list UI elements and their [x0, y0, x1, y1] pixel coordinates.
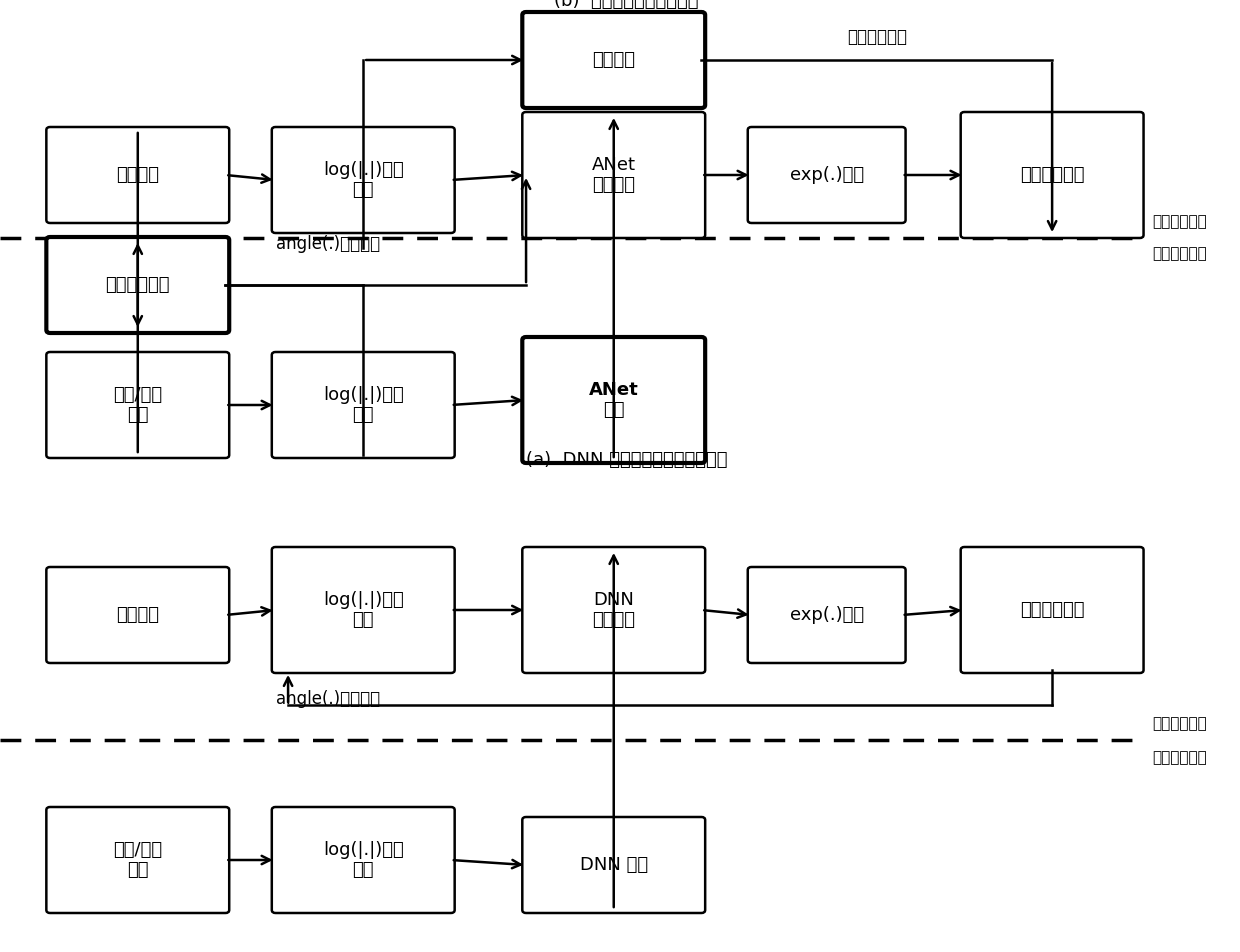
FancyBboxPatch shape: [522, 337, 706, 463]
FancyBboxPatch shape: [522, 817, 706, 913]
FancyBboxPatch shape: [272, 352, 455, 458]
FancyBboxPatch shape: [961, 112, 1143, 238]
FancyBboxPatch shape: [748, 567, 905, 663]
FancyBboxPatch shape: [522, 547, 706, 673]
Text: ANet
增强过程: ANet 增强过程: [591, 155, 636, 194]
Text: 语音波形重构: 语音波形重构: [1019, 166, 1084, 184]
Text: 语音训练阶段: 语音训练阶段: [1152, 247, 1207, 262]
FancyBboxPatch shape: [46, 237, 229, 333]
Text: log(|.|)对数
操作: log(|.|)对数 操作: [322, 161, 403, 199]
Text: DNN 训练: DNN 训练: [579, 856, 647, 874]
FancyBboxPatch shape: [748, 127, 905, 223]
Text: 修正后的相位: 修正后的相位: [847, 28, 906, 46]
Text: 混响/干净
语音: 混响/干净 语音: [113, 386, 162, 425]
Text: log(|.|)对数
操作: log(|.|)对数 操作: [322, 841, 403, 880]
Text: ANet
训练: ANet 训练: [589, 381, 639, 420]
FancyBboxPatch shape: [272, 547, 455, 673]
Text: (a)  DNN 基线方法增强语音过程图: (a) DNN 基线方法增强语音过程图: [526, 451, 727, 469]
FancyBboxPatch shape: [46, 352, 229, 458]
Text: DNN
增强过程: DNN 增强过程: [593, 590, 635, 629]
Text: 语音波形重构: 语音波形重构: [1019, 601, 1084, 619]
Text: 语音训练阶段: 语音训练阶段: [1152, 750, 1207, 765]
FancyBboxPatch shape: [46, 567, 229, 663]
Text: 混响语音: 混响语音: [117, 606, 159, 624]
FancyBboxPatch shape: [272, 807, 455, 913]
Text: angle(.)获取角度: angle(.)获取角度: [275, 690, 379, 708]
Text: 相位修正: 相位修正: [593, 51, 635, 69]
Text: exp(.)操作: exp(.)操作: [790, 166, 864, 184]
Text: 混响/干净
语音: 混响/干净 语音: [113, 841, 162, 880]
Text: (b)  本发明增强语音过程图: (b) 本发明增强语音过程图: [554, 0, 698, 10]
Text: 语音增强阶段: 语音增强阶段: [1152, 214, 1207, 229]
Text: log(|.|)对数
操作: log(|.|)对数 操作: [322, 590, 403, 629]
FancyBboxPatch shape: [522, 112, 706, 238]
FancyBboxPatch shape: [522, 12, 706, 108]
Text: exp(.)操作: exp(.)操作: [790, 606, 864, 624]
FancyBboxPatch shape: [46, 807, 229, 913]
FancyBboxPatch shape: [961, 547, 1143, 673]
Text: log(|.|)对数
操作: log(|.|)对数 操作: [322, 386, 403, 425]
Text: 语音增强阶段: 语音增强阶段: [1152, 717, 1207, 731]
FancyBboxPatch shape: [272, 127, 455, 233]
Text: 环境信息估计: 环境信息估计: [105, 276, 170, 294]
Text: 混响语音: 混响语音: [117, 166, 159, 184]
Text: angle(.)获取角度: angle(.)获取角度: [275, 235, 379, 253]
FancyBboxPatch shape: [46, 127, 229, 223]
